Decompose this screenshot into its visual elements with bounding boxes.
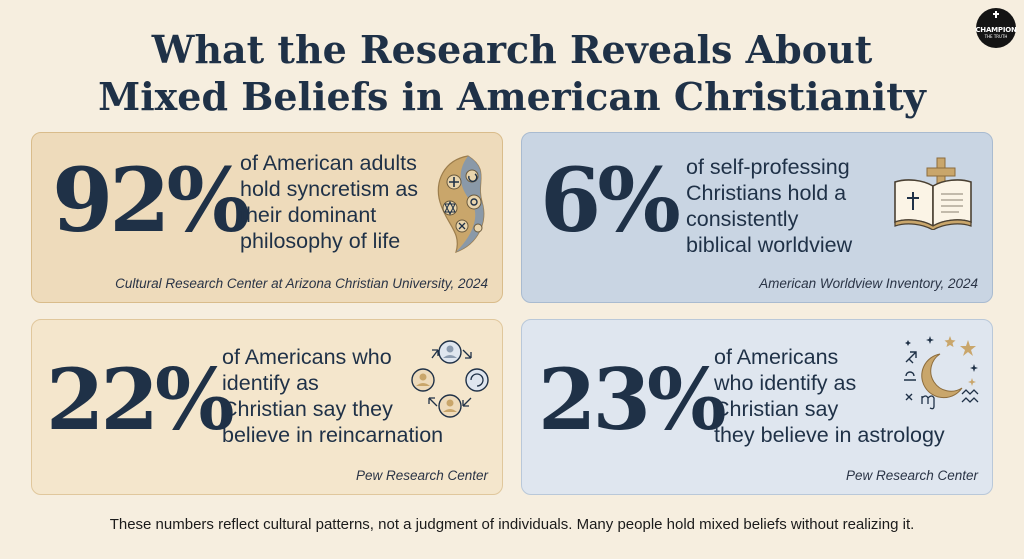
stat-description: of American adults hold syncretism as th…	[240, 151, 419, 253]
logo-line-1: CHAMPION	[975, 25, 1017, 34]
stat-card-syncretism	[31, 132, 503, 303]
stat-card-reincarnation	[31, 319, 503, 495]
stat-value: 92%	[52, 148, 250, 252]
stat-value: 22%	[46, 350, 235, 449]
bible-cross-icon	[894, 157, 972, 230]
stat-description: of self-professing Christians hold a con…	[686, 155, 853, 257]
title-line-2: Mixed Beliefs in American Christianity	[98, 74, 926, 119]
title-line-1: What the Research Reveals About	[151, 27, 873, 72]
logo-line-2: THE TRUTH	[984, 33, 1008, 39]
stat-source: Pew Research Center	[355, 468, 488, 483]
stat-description: of Americans who identify as Christian s…	[222, 345, 444, 447]
stat-description: of Americans who identify as Christian s…	[714, 345, 945, 447]
stat-source: Cultural Research Center at Arizona Chri…	[115, 276, 488, 291]
stat-value: 23%	[538, 350, 727, 449]
religious-symbols-swirl-icon	[437, 155, 485, 253]
stat-source: Pew Research Center	[845, 468, 978, 483]
stat-card-astrology	[521, 319, 993, 495]
reincarnation-cycle-icon	[411, 340, 489, 418]
page-title: What the Research Reveals About Mixed Be…	[0, 26, 1024, 120]
footer-note: These numbers reflect cultural patterns,…	[109, 516, 915, 533]
stat-value: 6%	[540, 148, 681, 252]
champion-logo: CHAMPION THE TRUTH	[975, 8, 1017, 48]
astrology-moon-stars-icon	[904, 336, 979, 410]
stat-source: American Worldview Inventory, 2024	[759, 276, 978, 291]
